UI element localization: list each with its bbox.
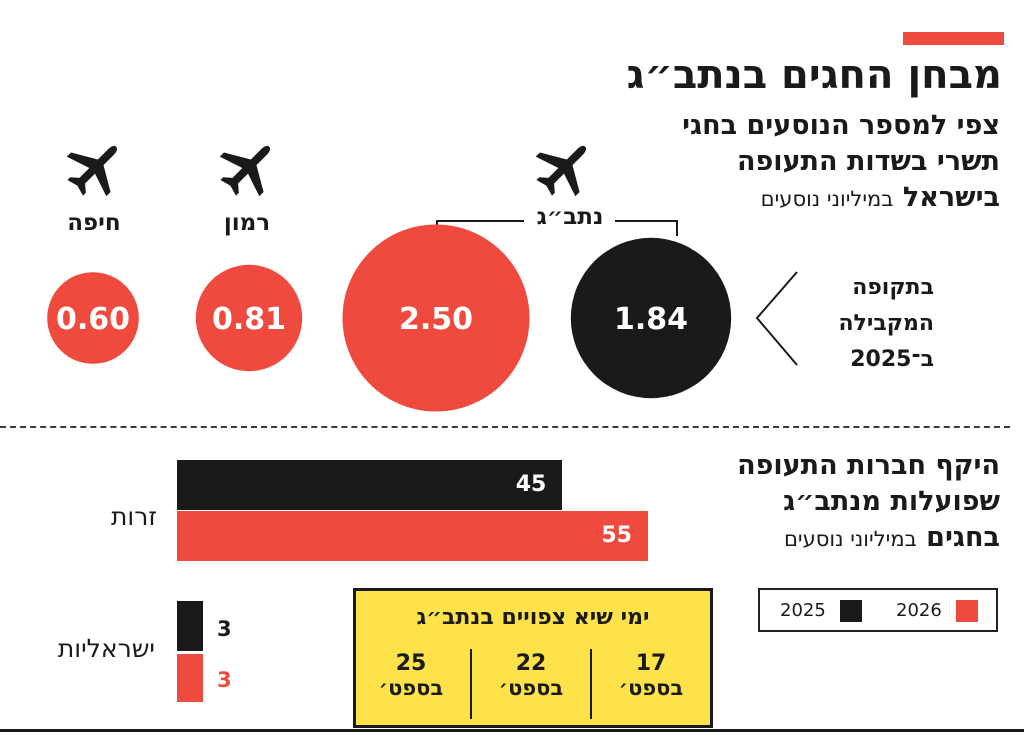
row-label-israeli: ישראליות (57, 634, 155, 663)
bubble-haifa-2026 (47, 272, 139, 364)
bubble-ramon-2026 (195, 264, 303, 372)
peak-day-1-month: בספט׳ (618, 676, 684, 700)
bubbles-subtitle-bold: בישראל (902, 182, 1000, 213)
bars-subtitle-bold: בחגים (926, 522, 1000, 553)
plane-icon-haifa (55, 126, 137, 208)
peak-day-2-month: בספט׳ (498, 676, 564, 700)
bubbles-subtitle-unit: במיליוני נוסעים (760, 187, 894, 211)
peak-day-2-number: 22 (515, 651, 547, 676)
bubbles-subtitle-line-1: צפי למספר הנוסעים בחגי (682, 110, 1000, 141)
peak-day-separator (470, 649, 472, 719)
peak-day-3-month: בספט׳ (378, 676, 444, 700)
bubble-natbag-2025-label: 1.84 (614, 302, 688, 337)
natbag-bracket-right (615, 220, 678, 236)
period-label-line-3: ב־2025 (850, 347, 934, 372)
legend-2026-swatch (956, 600, 978, 622)
row-label-foreign: זרות (110, 502, 157, 531)
peak-day-1-number: 17 (635, 651, 667, 676)
page-title: מבחן החגים בנתב״ג (626, 52, 1002, 98)
bottom-rule (0, 729, 1024, 732)
peak-day-separator (590, 649, 592, 719)
airport-name-ramon: רמון (224, 210, 270, 236)
bars-subtitle-line-3: בחגים במיליוני נוסעים (737, 520, 1000, 557)
bar-israeli-2026 (177, 654, 203, 702)
period-label-line-2: המקבילה (838, 311, 934, 336)
bar-foreign-2025: 45 (177, 460, 563, 510)
bars-subtitle: היקף חברות התעופה שפועלות מנתב״ג בחגים ב… (737, 448, 1000, 557)
bar-israeli-2025 (177, 601, 203, 651)
bubble-ramon-2026-label: 0.81 (212, 302, 286, 337)
peak-day-3-number: 25 (395, 651, 427, 676)
top-accent-bar (903, 32, 1004, 45)
peak-days-title: ימי שיא צפויים בנתב״ג (416, 605, 650, 630)
peak-days-box: ימי שיא צפויים בנתב״ג 17 בספט׳ 22 בספט׳ … (353, 588, 713, 728)
peak-day-3: 25 בספט׳ (352, 651, 470, 719)
section-divider (0, 426, 1010, 428)
peak-day-2: 22 בספט׳ (472, 651, 590, 719)
legend-2026-label: 2026 (896, 600, 942, 621)
legend: 2025 2026 (758, 588, 998, 632)
peak-day-1: 17 בספט׳ (592, 651, 710, 719)
bar-foreign-2026: 55 (177, 511, 648, 561)
bubbles-layer: 0.60 0.81 2.50 1.84 (47, 224, 732, 412)
bar-foreign-2026-label: 55 (601, 523, 632, 548)
bar-israeli-2026-label: 3 (217, 668, 232, 692)
bubble-chart: חיפה רמון נתב״ג 0.60 0.81 2.50 1.84 (47, 126, 798, 412)
bubble-haifa-2026-label: 0.60 (56, 302, 130, 337)
airport-name-haifa: חיפה (67, 210, 121, 236)
bars-subtitle-line-1: היקף חברות התעופה (737, 450, 1000, 481)
airport-name-natbag: נתב״ג (537, 204, 604, 230)
legend-2025-swatch (840, 600, 862, 622)
bars-subtitle-unit: במיליוני נוסעים (783, 527, 917, 551)
bubbles-subtitle: צפי למספר הנוסעים בחגי תשרי בשדות התעופה… (682, 108, 1000, 217)
bar-israeli-2025-label: 3 (217, 617, 232, 641)
bubble-natbag-2026 (342, 224, 530, 412)
period-label: בתקופה המקבילה ב־2025 (838, 270, 934, 378)
bar-foreign-2025-label: 45 (515, 472, 547, 497)
plane-icon-ramon (208, 126, 290, 208)
bubbles-subtitle-line-3: בישראל במיליוני נוסעים (682, 180, 1000, 217)
legend-2025-label: 2025 (780, 600, 826, 621)
bubbles-subtitle-line-2: תשרי בשדות התעופה (737, 146, 1000, 177)
period-label-line-1: בתקופה (852, 275, 934, 300)
period-arrow (755, 271, 798, 366)
bubble-natbag-2025 (570, 237, 732, 399)
bars-subtitle-line-2: שפועלות מנתב״ג (783, 486, 1000, 517)
plane-icon-natbag (524, 126, 606, 208)
bubble-natbag-2026-label: 2.50 (399, 302, 473, 337)
